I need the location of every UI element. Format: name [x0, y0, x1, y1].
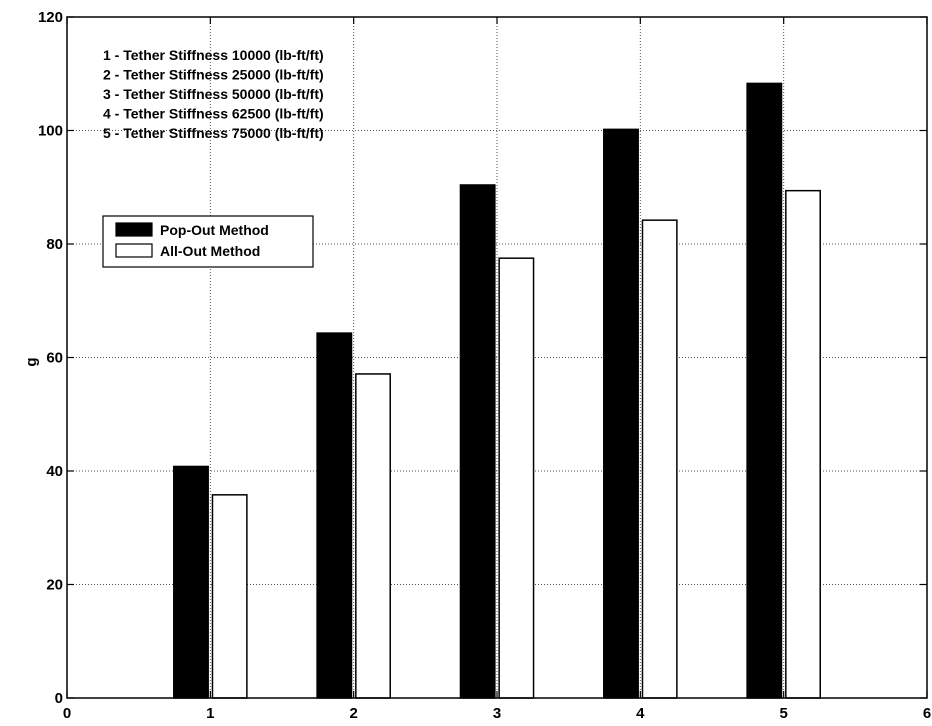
- pop-out-bar: [316, 332, 353, 699]
- pop-out-bar: [603, 128, 639, 699]
- legend: Pop-Out Method All-Out Method: [102, 215, 314, 268]
- pop-out-bar: [459, 184, 496, 699]
- bars: [173, 82, 821, 699]
- x-tick-label: 4: [636, 705, 645, 722]
- all-out-bar: [211, 494, 248, 699]
- all-out-bar: [498, 257, 535, 699]
- pop-out-bar: [746, 82, 783, 699]
- y-tick-label: 60: [46, 350, 63, 367]
- legend-swatch: [115, 222, 153, 237]
- legend-label: All-Out Method: [160, 243, 260, 259]
- x-tick-label: 2: [349, 705, 357, 722]
- x-tick-label: 5: [779, 705, 787, 722]
- y-tick-label: 20: [46, 577, 63, 594]
- x-tick-label: 3: [493, 705, 501, 722]
- y-tick-label: 0: [55, 690, 63, 707]
- grid-lines: [67, 17, 927, 698]
- pop-out-bar: [173, 465, 209, 699]
- legend-swatch: [115, 243, 153, 258]
- stiffness-note: 4 - Tether Stiffness 62500 (lb-ft/ft): [103, 106, 324, 122]
- stiffness-note: 5 - Tether Stiffness 75000 (lb-ft/ft): [103, 125, 324, 141]
- x-tick-label: 1: [206, 705, 214, 722]
- stiffness-note: 3 - Tether Stiffness 50000 (lb-ft/ft): [103, 86, 324, 102]
- all-out-bar: [785, 189, 821, 699]
- legend-label: Pop-Out Method: [160, 222, 269, 238]
- y-tick-label: 40: [46, 463, 63, 480]
- y-tick-label: 120: [38, 9, 63, 26]
- x-tick-label: 6: [923, 705, 931, 722]
- all-out-bar: [355, 373, 391, 699]
- y-axis-label: g: [23, 357, 40, 366]
- x-tick-label: 0: [63, 705, 71, 722]
- stiffness-note: 2 - Tether Stiffness 25000 (lb-ft/ft): [103, 67, 324, 83]
- stiffness-note: 1 - Tether Stiffness 10000 (lb-ft/ft): [103, 47, 324, 63]
- y-tick-label: 100: [38, 123, 63, 140]
- y-tick-label: 80: [46, 236, 63, 253]
- all-out-bar: [641, 219, 678, 699]
- annotation-block: 1 - Tether Stiffness 10000 (lb-ft/ft) 2 -…: [103, 47, 324, 141]
